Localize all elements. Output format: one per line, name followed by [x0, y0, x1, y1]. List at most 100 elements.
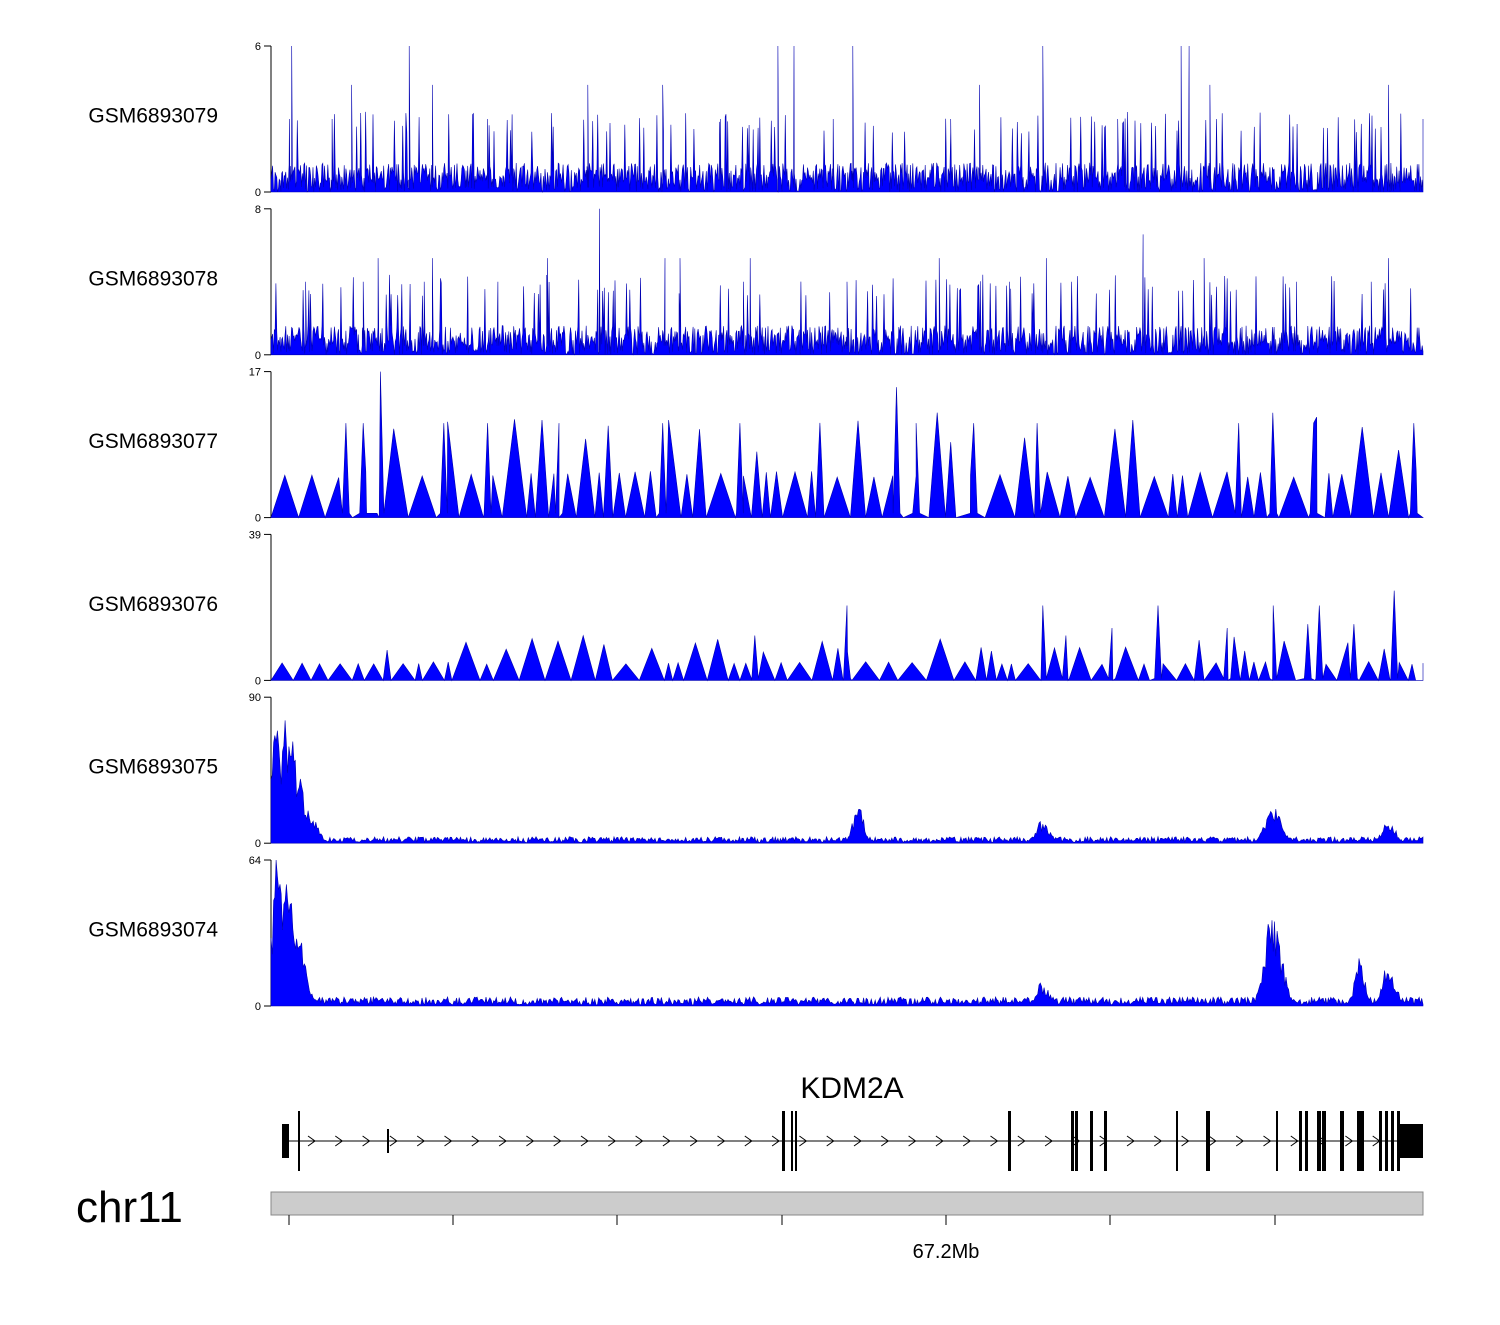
coverage-area: [270, 720, 1424, 844]
gene-exon: [1176, 1111, 1178, 1171]
gene-exon: [1090, 1111, 1093, 1171]
gene-exon: [1397, 1111, 1400, 1171]
y-tick-label-min: 0: [255, 513, 261, 525]
strand-arrow: [553, 1135, 562, 1147]
coverage-area: [270, 45, 1424, 194]
gene-exon: [782, 1111, 785, 1171]
y-tick-label-min: 0: [255, 187, 261, 199]
strand-arrow: [444, 1135, 453, 1147]
strand-arrow: [580, 1135, 589, 1147]
y-tick-label-min: 0: [255, 1001, 261, 1013]
gene-exon: [1299, 1111, 1302, 1171]
tracks-layer: GSM689307960GSM689307880GSM6893077170GSM…: [88, 41, 1424, 1013]
gene-exon: [1071, 1111, 1074, 1171]
strand-arrow: [1072, 1135, 1081, 1147]
y-tick-label-min: 0: [255, 838, 261, 850]
strand-arrow: [1181, 1135, 1190, 1147]
strand-arrow: [1154, 1135, 1163, 1147]
y-tick-label-max: 90: [249, 692, 261, 704]
gene-exon: [1322, 1111, 1326, 1171]
coverage-area: [270, 371, 1424, 519]
x-tick-label-672mb: 67.2Mb: [913, 1241, 980, 1263]
strand-arrow: [826, 1135, 835, 1147]
track-gsm6893074: GSM6893074 64 0: [88, 855, 1424, 1013]
gene-exon: [282, 1124, 289, 1158]
strand-arrow: [1263, 1135, 1272, 1147]
strand-arrow: [853, 1135, 862, 1147]
gene-exon: [795, 1111, 797, 1171]
y-tick-label-max: 17: [249, 367, 261, 379]
strand-arrow: [635, 1135, 644, 1147]
gene-exon: [1357, 1111, 1364, 1171]
track-gsm6893079: GSM6893079 6 0: [88, 41, 1424, 199]
gene-exon: [1379, 1111, 1382, 1171]
strand-arrow: [498, 1135, 507, 1147]
gene-exon: [387, 1129, 389, 1153]
strand-arrow: [771, 1135, 780, 1147]
strand-arrow: [307, 1135, 316, 1147]
strand-arrow: [362, 1135, 371, 1147]
gene-exon: [1008, 1111, 1011, 1171]
coverage-area: [270, 859, 1424, 1007]
coverage-area: [270, 590, 1424, 682]
strand-arrow: [799, 1135, 808, 1147]
y-tick-label-min: 0: [255, 675, 261, 687]
strand-arrow: [881, 1135, 890, 1147]
gene-annotation-track: KDM2A: [282, 1072, 1423, 1171]
y-tick-label-max: 6: [255, 41, 261, 53]
strand-arrow: [662, 1135, 671, 1147]
strand-arrow: [1290, 1135, 1299, 1147]
strand-arrow: [1017, 1135, 1026, 1147]
gene-name-label: KDM2A: [800, 1072, 903, 1105]
strand-arrow: [908, 1135, 917, 1147]
gene-exon: [1400, 1124, 1423, 1158]
coverage-area: [270, 208, 1424, 356]
y-tick-label-max: 64: [249, 855, 261, 867]
gene-exon: [1385, 1111, 1388, 1171]
track-label: GSM6893077: [88, 430, 218, 453]
strand-arrow: [1044, 1135, 1053, 1147]
track-label: GSM6893075: [88, 756, 218, 779]
strand-arrow: [526, 1135, 535, 1147]
track-label: GSM6893079: [88, 105, 218, 128]
strand-arrow: [990, 1135, 999, 1147]
gene-model: [282, 1111, 1423, 1171]
gene-exon: [1317, 1111, 1321, 1171]
gene-exon: [1206, 1111, 1210, 1171]
gene-exon: [791, 1111, 793, 1171]
strand-arrow: [608, 1135, 617, 1147]
y-tick-label-max: 39: [249, 529, 261, 541]
strand-arrow: [1126, 1135, 1135, 1147]
axis-ticks: [288, 1215, 1276, 1225]
track-label: GSM6893074: [88, 919, 218, 942]
track-label: GSM6893078: [88, 267, 218, 290]
strand-arrow: [689, 1135, 699, 1147]
chromosome-label: chr11: [76, 1183, 183, 1232]
chromosome-axis: chr11 67.2Mb: [76, 1183, 1424, 1263]
y-tick-label-max: 8: [255, 204, 261, 216]
track-gsm6893078: GSM6893078 8 0: [88, 204, 1424, 362]
gene-exon: [1340, 1111, 1344, 1171]
gene-exon: [1305, 1111, 1308, 1171]
gene-exon: [1391, 1111, 1394, 1171]
track-gsm6893077: GSM6893077 17 0: [88, 367, 1424, 525]
track-gsm6893076: GSM6893076 39 0: [88, 529, 1424, 687]
gene-exon: [1276, 1111, 1278, 1171]
strand-arrow: [389, 1135, 398, 1147]
strand-arrow: [717, 1135, 726, 1147]
strand-arrow: [1208, 1135, 1217, 1147]
track-gsm6893075: GSM6893075 90 0: [88, 692, 1424, 850]
gene-exon: [1075, 1111, 1078, 1171]
strand-arrow: [744, 1135, 753, 1147]
strand-arrow: [962, 1135, 972, 1147]
y-tick-label-min: 0: [255, 350, 261, 362]
strand-arrow: [471, 1135, 480, 1147]
strand-arrow: [335, 1135, 344, 1147]
ideogram-bar: [270, 1191, 1424, 1216]
strand-arrow: [416, 1135, 426, 1147]
strand-arrow: [935, 1135, 944, 1147]
strand-arrow: [1345, 1135, 1354, 1147]
track-label: GSM6893076: [88, 593, 218, 616]
strand-arrow: [1235, 1135, 1245, 1147]
